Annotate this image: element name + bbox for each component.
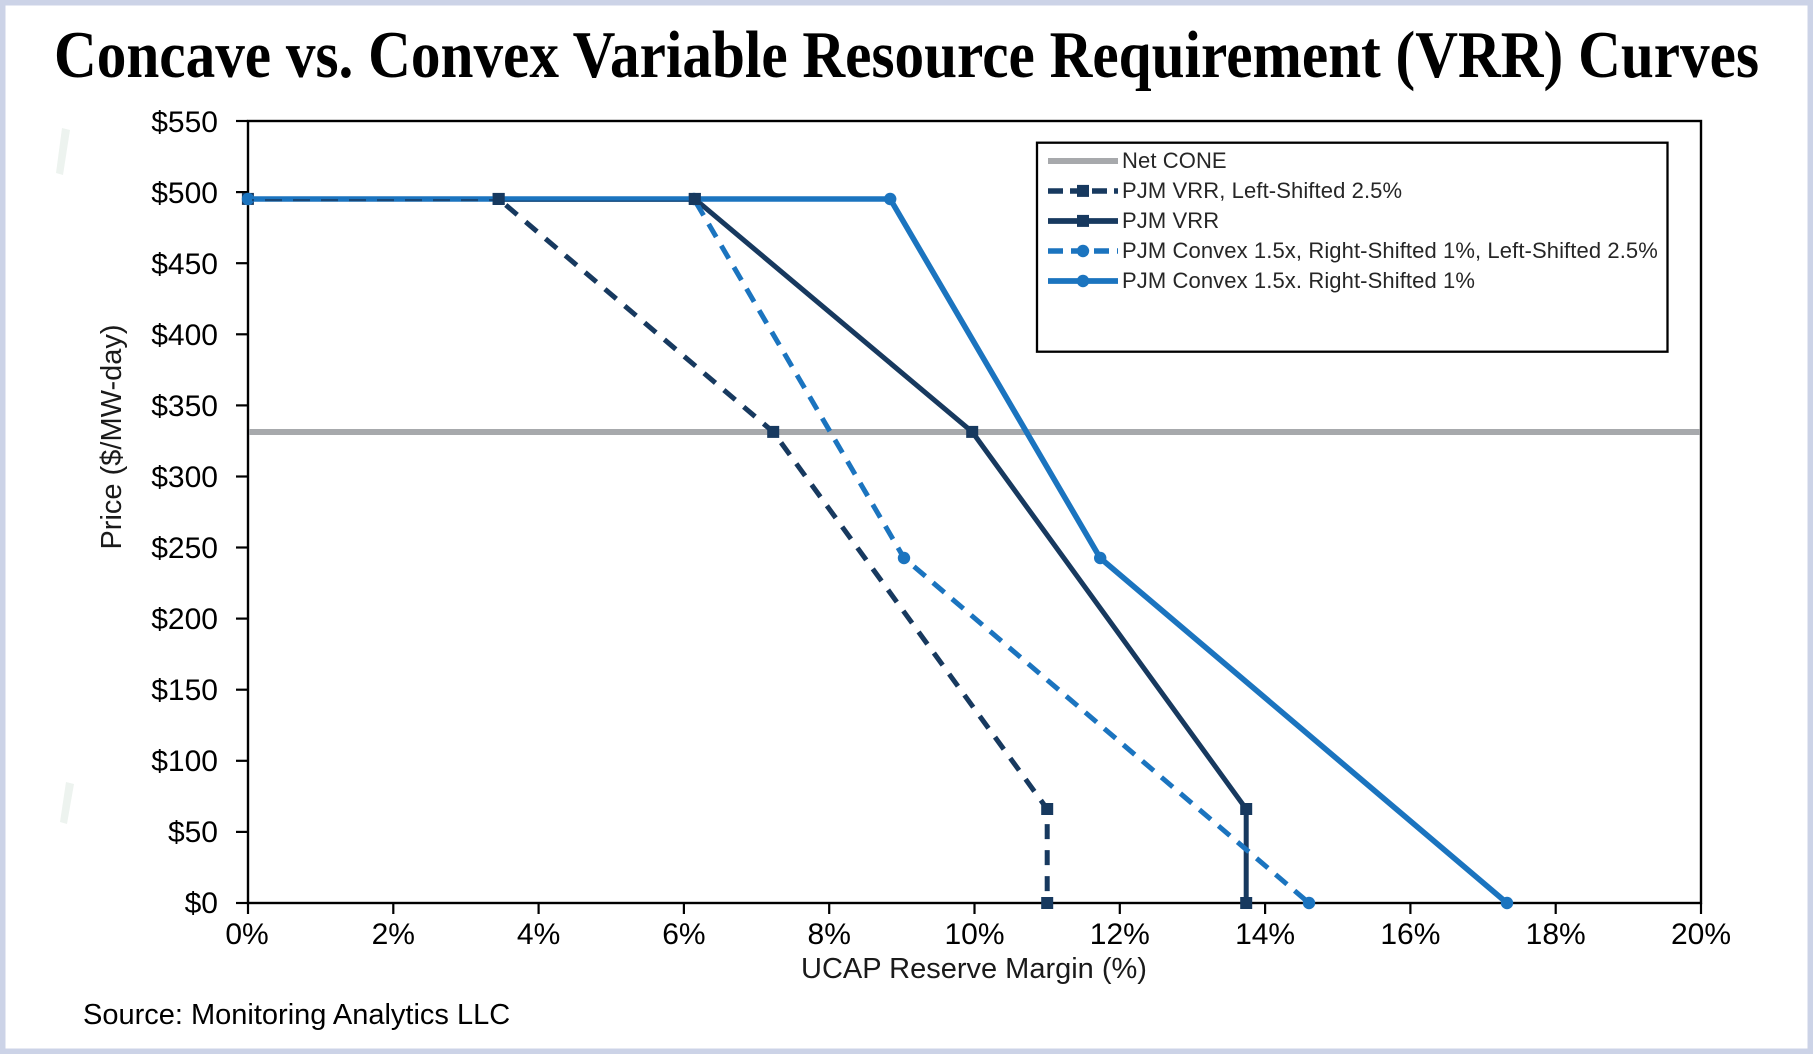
svg-text:$50: $50 bbox=[168, 816, 218, 849]
svg-text:6%: 6% bbox=[662, 918, 705, 951]
svg-text:PJM VRR: PJM VRR bbox=[1122, 208, 1219, 233]
svg-text:12%: 12% bbox=[1090, 918, 1150, 951]
svg-text:$400: $400 bbox=[151, 319, 218, 352]
svg-text:8%: 8% bbox=[808, 918, 851, 951]
svg-text:4%: 4% bbox=[517, 918, 560, 951]
svg-text:PJM Convex 1.5x. Right-Shifted: PJM Convex 1.5x. Right-Shifted 1% bbox=[1122, 268, 1475, 293]
svg-text:Price ($/MW-day): Price ($/MW-day) bbox=[96, 324, 128, 549]
svg-text:$150: $150 bbox=[151, 674, 218, 707]
svg-text:PJM VRR, Left-Shifted 2.5%: PJM VRR, Left-Shifted 2.5% bbox=[1122, 178, 1402, 203]
svg-text:$450: $450 bbox=[151, 248, 218, 281]
svg-text:$100: $100 bbox=[151, 745, 218, 778]
svg-text:Source: Monitoring Analytics L: Source: Monitoring Analytics LLC bbox=[83, 999, 510, 1031]
svg-text:2%: 2% bbox=[372, 918, 415, 951]
svg-text:16%: 16% bbox=[1380, 918, 1440, 951]
svg-text:$200: $200 bbox=[151, 603, 218, 636]
svg-text:Concave vs. Convex Variable Re: Concave vs. Convex Variable Resource Req… bbox=[54, 18, 1759, 92]
svg-text:$500: $500 bbox=[151, 177, 218, 210]
svg-text:$350: $350 bbox=[151, 390, 218, 423]
svg-text:20%: 20% bbox=[1671, 918, 1731, 951]
svg-text:$0: $0 bbox=[185, 887, 218, 920]
svg-text:$250: $250 bbox=[151, 532, 218, 565]
svg-text:$550: $550 bbox=[151, 106, 218, 139]
svg-text:$300: $300 bbox=[151, 461, 218, 494]
svg-text:18%: 18% bbox=[1526, 918, 1586, 951]
svg-text:PJM Convex 1.5x, Right-Shifted: PJM Convex 1.5x, Right-Shifted 1%, Left-… bbox=[1122, 238, 1658, 263]
svg-text:10%: 10% bbox=[944, 918, 1004, 951]
svg-text:UCAP Reserve Margin (%): UCAP Reserve Margin (%) bbox=[801, 953, 1147, 985]
svg-text:0%: 0% bbox=[225, 918, 268, 951]
svg-text:14%: 14% bbox=[1235, 918, 1295, 951]
svg-text:Net CONE: Net CONE bbox=[1122, 148, 1227, 173]
